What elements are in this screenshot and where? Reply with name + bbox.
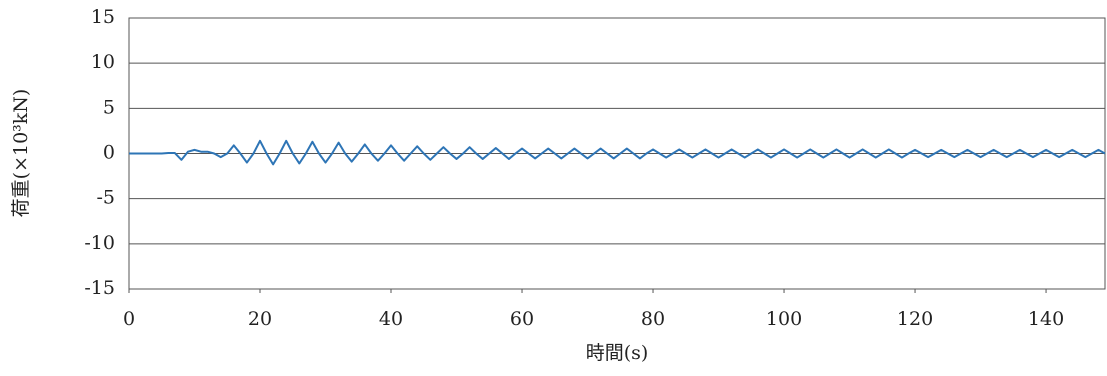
x-tick-label: 140 [1028,308,1064,330]
y-tick-label: -15 [84,277,115,299]
y-tick-label: 10 [91,51,115,73]
x-tick-label: 120 [897,308,933,330]
y-axis-label: 荷重(×10³kN) [10,89,32,218]
x-tick-label: 80 [641,308,665,330]
x-axis-label: 時間(s) [586,342,649,364]
x-tick-label: 60 [510,308,534,330]
data-line [129,139,1106,166]
y-tick-label: -10 [84,232,115,254]
x-tick-label: 100 [766,308,802,330]
y-tick-label: 0 [103,142,115,164]
y-tick-label: -5 [96,187,115,209]
x-tick-label: 20 [248,308,272,330]
x-tick-label: 40 [379,308,403,330]
y-tick-label: 15 [91,6,115,28]
y-tick-label: 5 [103,96,115,118]
x-tick-label: 0 [123,308,135,330]
